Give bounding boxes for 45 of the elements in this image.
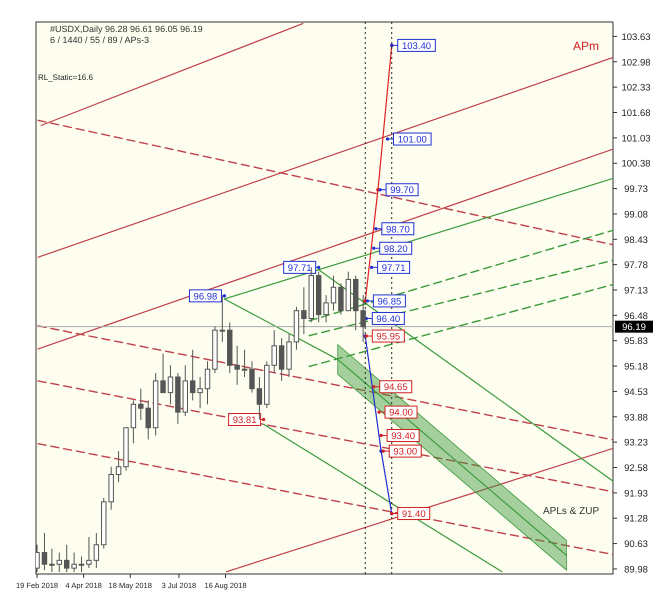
annotation: 98.20	[384, 244, 408, 255]
y-tick-label: 96.48	[624, 310, 648, 322]
y-tick-label: 103.63	[621, 32, 651, 43]
annotation: 103.40	[402, 40, 432, 52]
ref-line-label: 96.19	[622, 322, 646, 334]
annotation: RL_Static=16.6	[38, 73, 94, 82]
y-tick-label: 99.08	[624, 209, 648, 220]
annotation: 94.00	[389, 408, 413, 419]
y-tick-label: 98.43	[624, 234, 648, 246]
annotation: 93.00	[393, 446, 418, 458]
y-tick-label: 94.53	[624, 386, 648, 398]
y-tick-label: 95.83	[624, 336, 648, 348]
annotation: 96.98	[194, 291, 218, 302]
y-tick-label: 90.63	[624, 539, 648, 550]
annotation: 96.85	[377, 296, 402, 308]
y-tick-label: 97.13	[624, 286, 648, 297]
annotation: APm	[573, 39, 600, 53]
annotation: 93.81	[232, 415, 257, 426]
y-tick-label: 97.78	[624, 260, 648, 272]
chart-title: #USDX,Daily 96.28 96.61 96.05 96.19	[50, 24, 203, 34]
annotation: 98.70	[386, 224, 410, 236]
y-tick-label: 93.23	[624, 438, 648, 449]
text: 6 / 1440 / 55 / 89 / APs-3	[50, 35, 150, 45]
y-tick-label: 89.98	[624, 564, 648, 576]
annotation: 93.40	[391, 431, 416, 442]
annotation: 101.00	[398, 134, 427, 146]
annotation: 97.71	[288, 262, 312, 274]
y-tick-label: 100.38	[621, 158, 651, 170]
annotation: 96.40	[376, 314, 400, 325]
annotation: 95.95	[376, 332, 400, 343]
y-tick-label: 102.98	[621, 57, 651, 68]
y-tick-label: 99.73	[624, 184, 648, 196]
y-tick-label: 101.03	[621, 133, 651, 144]
annotation: 99.70	[390, 185, 414, 196]
annotation: 97.71	[382, 262, 406, 274]
y-tick-label: 92.58	[624, 463, 648, 474]
y-tick-label: 101.68	[621, 108, 651, 120]
y-tick-label: 91.28	[624, 514, 648, 525]
annotation: 91.40	[402, 509, 426, 520]
y-tick-label: 93.88	[624, 412, 648, 424]
annotation: 94.65	[384, 382, 408, 394]
y-tick-label: 102.33	[621, 82, 651, 94]
y-tick-label: 95.18	[624, 362, 648, 373]
annotation: APLs & ZUP	[543, 506, 600, 517]
y-tick-label: 91.93	[624, 488, 648, 500]
